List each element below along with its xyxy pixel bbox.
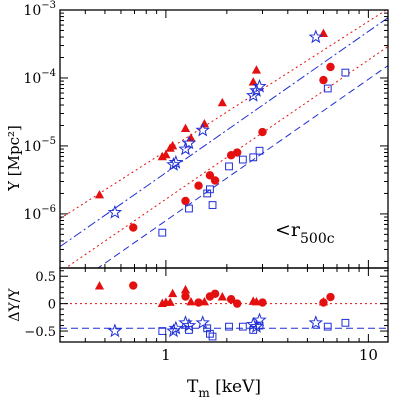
- fit-line-dotted: [60, 10, 388, 220]
- y-tick-label: 10−4: [23, 68, 56, 87]
- triangle-marker: [180, 284, 191, 294]
- circle-marker: [194, 298, 203, 307]
- circle-marker: [258, 298, 267, 307]
- top-fit-lines: [60, 10, 388, 268]
- annotation-subscript: 500c: [300, 231, 335, 247]
- circle-marker: [205, 171, 215, 180]
- x-axis-label: Tm [keV]: [187, 377, 261, 400]
- circle-marker: [319, 75, 328, 85]
- star-marker: [168, 154, 184, 169]
- square-marker: [206, 185, 214, 194]
- star-marker: [181, 135, 197, 150]
- bottom-reference-lines: [60, 303, 388, 329]
- bottom-axis-ticks: 1 10 0.5 0 −0.5: [24, 268, 388, 364]
- fit-line-dashed: [97, 65, 388, 268]
- y-tick-label: 0: [48, 298, 56, 313]
- top-panel-frame: [59, 9, 389, 269]
- y-tick-label: 0.5: [35, 270, 56, 285]
- square-marker: [341, 318, 350, 327]
- y-tick-label: 10−6: [23, 204, 56, 223]
- triangle-marker: [165, 297, 175, 306]
- y-tick-label: −0.5: [24, 325, 56, 340]
- square-marker: [203, 324, 212, 333]
- square-marker: [206, 329, 214, 338]
- circle-marker: [258, 127, 267, 137]
- triangle-marker: [94, 281, 105, 290]
- triangle-marker: [199, 119, 210, 128]
- triangle-marker: [161, 149, 171, 159]
- circle-marker: [194, 181, 203, 190]
- square-marker: [158, 228, 167, 237]
- triangle-marker: [217, 292, 227, 301]
- square-marker: [208, 201, 217, 209]
- square-marker: [255, 146, 264, 155]
- top-panel: 10−6 10−5 10−4 10−3 <r500c Y [Mpc²]: [5, 0, 389, 269]
- star-marker: [178, 141, 193, 156]
- triangle-marker: [186, 133, 196, 142]
- bottom-y-axis-label: ΔY/Y: [7, 288, 23, 322]
- square-marker: [208, 332, 217, 341]
- y-tick-label: 10−3: [23, 0, 56, 19]
- circle-marker: [232, 299, 242, 308]
- top-y-axis-label: Y [Mpc²]: [5, 125, 23, 192]
- square-marker: [249, 153, 258, 162]
- bottom-data-points: [94, 281, 350, 341]
- triangle-marker: [186, 296, 196, 306]
- circle-marker: [232, 148, 242, 157]
- circle-marker: [210, 176, 220, 185]
- square-marker: [323, 84, 332, 93]
- triangle-marker: [180, 123, 191, 132]
- square-marker: [185, 204, 193, 213]
- annotation-r500c: <r500c: [275, 219, 335, 247]
- star-marker: [308, 29, 324, 44]
- star-marker: [195, 315, 210, 329]
- square-marker: [185, 326, 193, 334]
- star-marker: [107, 204, 123, 219]
- top-axis-ticks: 10−6 10−5 10−4 10−3: [23, 0, 388, 268]
- square-marker: [238, 155, 247, 164]
- star-marker: [168, 320, 184, 335]
- x-tick-label: 1: [161, 346, 171, 364]
- square-marker: [249, 326, 258, 334]
- star-marker: [308, 315, 324, 329]
- star-marker: [181, 317, 197, 332]
- circle-marker: [129, 281, 138, 290]
- circle-marker: [326, 292, 335, 302]
- star-marker: [252, 78, 267, 93]
- triangle-marker: [248, 77, 258, 86]
- triangle-marker: [168, 288, 178, 298]
- square-marker: [225, 162, 233, 171]
- square-marker: [225, 322, 233, 331]
- triangle-marker: [217, 97, 227, 107]
- triangle-marker: [251, 65, 262, 74]
- square-marker: [158, 327, 167, 335]
- star-marker: [249, 83, 264, 97]
- circle-marker: [326, 62, 335, 72]
- circle-marker: [129, 223, 138, 232]
- circle-marker: [210, 289, 220, 298]
- triangle-marker: [168, 140, 178, 150]
- bottom-panel: 1 10 0.5 0 −0.5 ΔY/Y Tm [keV]: [7, 267, 389, 400]
- circle-marker: [181, 196, 190, 206]
- square-marker: [323, 322, 332, 331]
- square-marker: [255, 321, 264, 330]
- x-tick-label: 10: [359, 346, 378, 364]
- y-tick-label: 10−5: [23, 136, 56, 155]
- square-marker: [238, 322, 247, 331]
- star-marker: [252, 312, 267, 327]
- star-marker: [195, 122, 210, 137]
- triangle-marker: [94, 189, 105, 199]
- circle-marker: [319, 298, 328, 307]
- square-marker: [203, 189, 212, 198]
- bottom-panel-frame: [59, 267, 389, 343]
- fit-line-dashdot: [60, 17, 388, 248]
- top-data-points: [94, 28, 350, 237]
- fit-line-dotted: [64, 46, 388, 268]
- circle-marker: [226, 295, 236, 304]
- circle-marker: [181, 292, 190, 301]
- star-marker: [107, 323, 123, 338]
- square-marker: [341, 68, 350, 77]
